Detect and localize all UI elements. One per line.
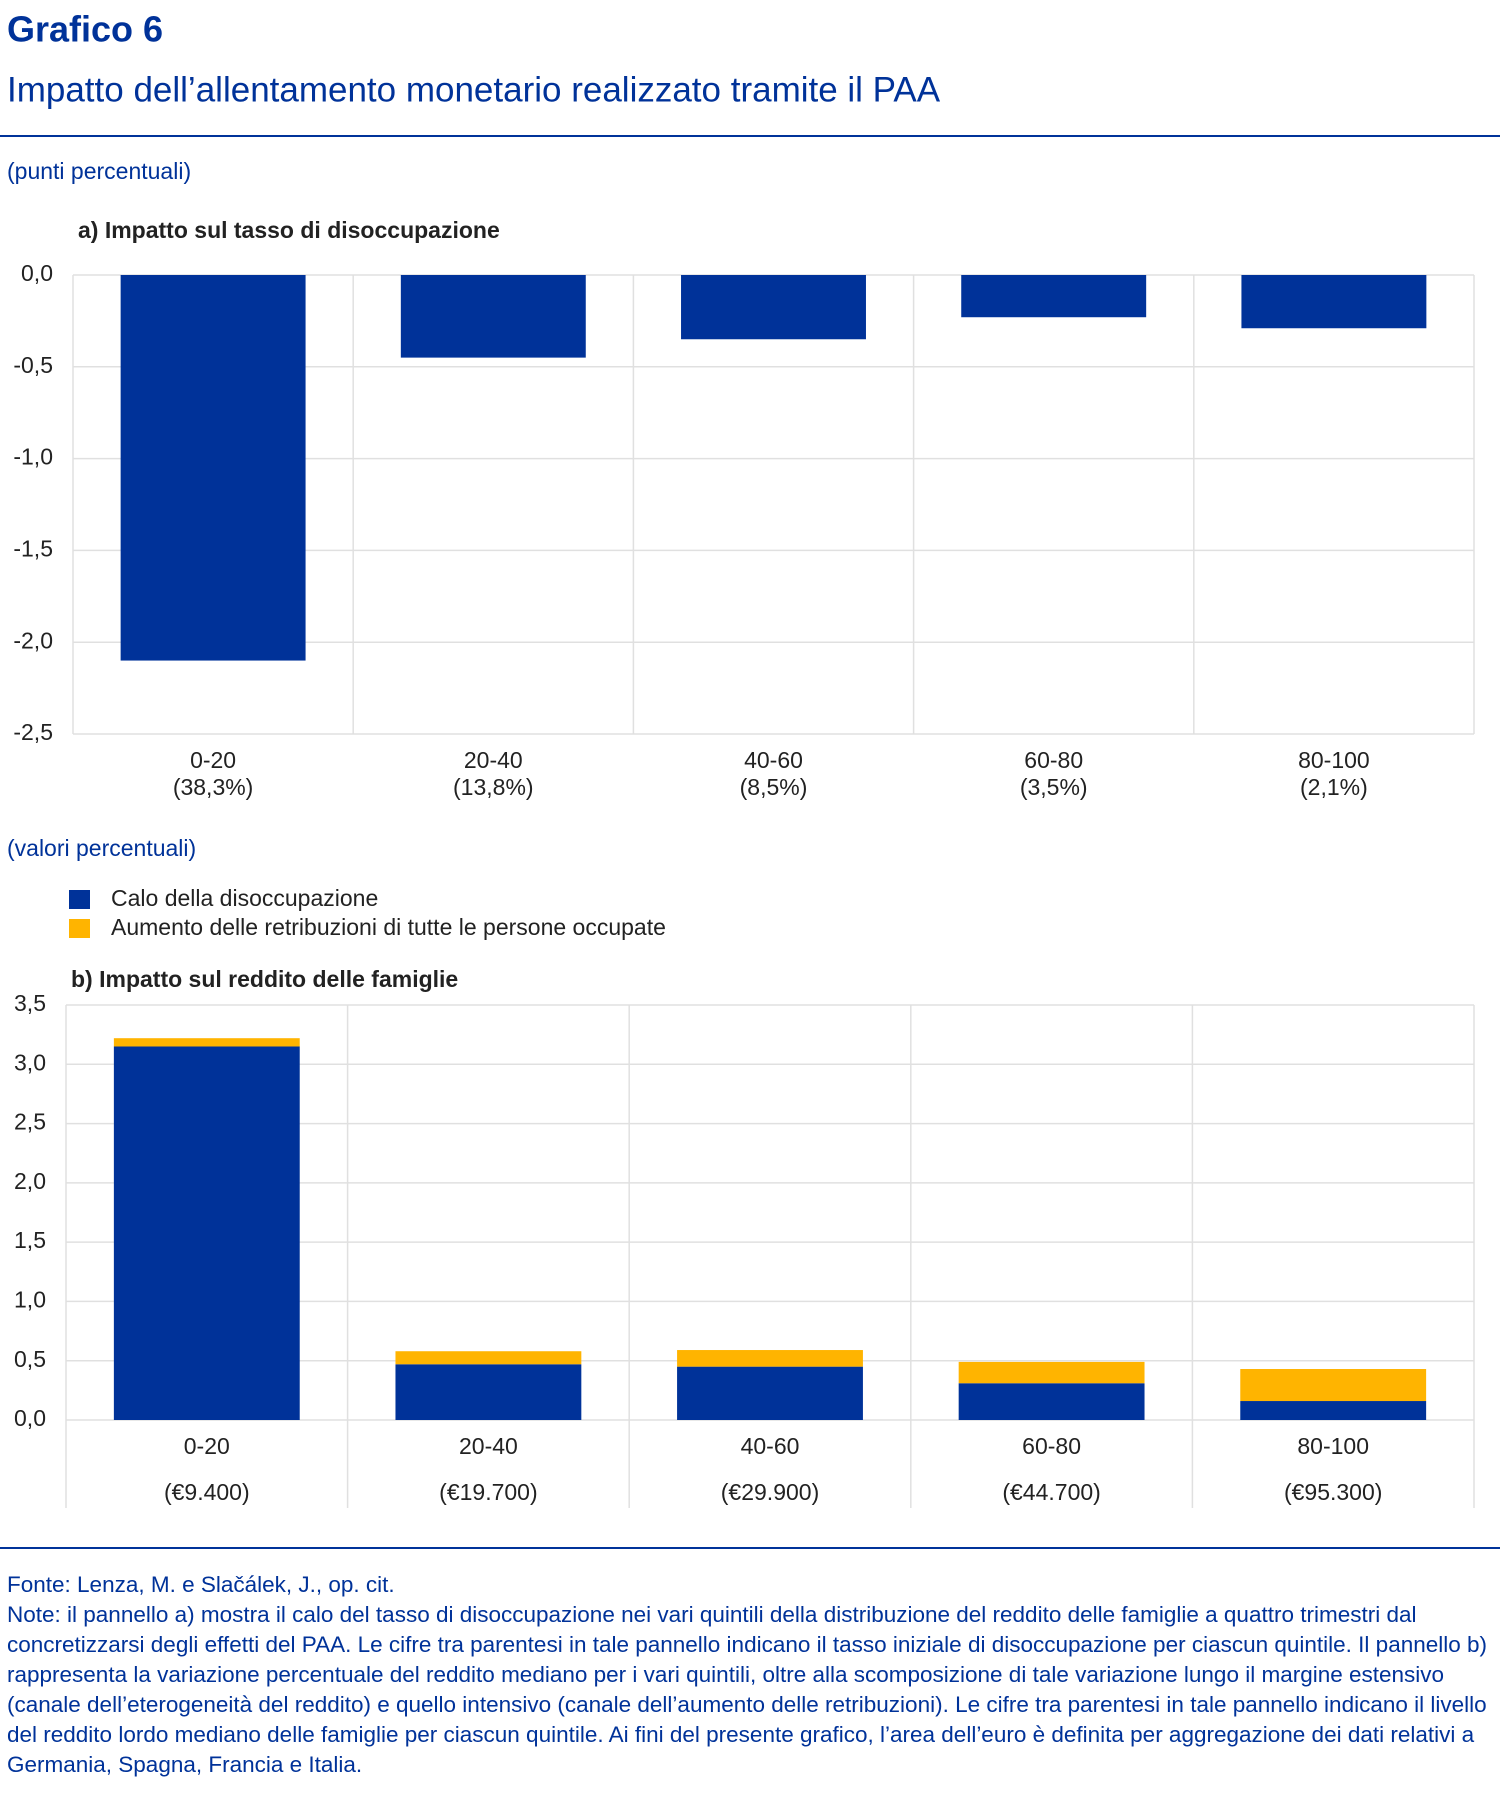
bar-segment <box>113 1038 300 1047</box>
y-tick-label: 0,0 <box>21 260 53 286</box>
y-tick-label: -1,5 <box>13 535 53 561</box>
y-tick-label: -0,5 <box>13 352 53 378</box>
y-tick-label: 0,0 <box>14 1405 46 1431</box>
legend-swatch <box>69 890 90 909</box>
y-tick-label: -1,0 <box>13 444 53 470</box>
y-tick-label: 2,5 <box>14 1109 46 1135</box>
footer: Fonte: Lenza, M. e Slačálek, J., op. cit… <box>7 1570 1502 1780</box>
bar <box>120 275 306 661</box>
x-tick-sublabel: (€29.900) <box>721 1479 819 1505</box>
y-tick-label: 3,5 <box>14 990 46 1016</box>
panel-title: a) Impatto sul tasso di disoccupazione <box>78 217 500 243</box>
x-tick-label: 0-20 <box>184 1433 230 1459</box>
legend-label: Calo della disoccupazione <box>111 885 378 911</box>
x-tick-sublabel: (3,5%) <box>1020 774 1088 800</box>
bar <box>1241 275 1427 329</box>
bar-segment <box>1240 1401 1427 1420</box>
x-tick-sublabel: (€44.700) <box>1002 1479 1100 1505</box>
x-tick-label: 60-80 <box>1022 1433 1081 1459</box>
x-tick-sublabel: (€9.400) <box>164 1479 250 1505</box>
bar-segment <box>395 1364 582 1420</box>
bar-segment <box>958 1383 1145 1420</box>
x-tick-sublabel: (13,8%) <box>453 774 534 800</box>
x-tick-sublabel: (€95.300) <box>1284 1479 1382 1505</box>
bar-segment <box>677 1350 863 1367</box>
bar-segment <box>958 1361 1145 1384</box>
y-tick-label: 2,0 <box>14 1168 46 1194</box>
y-tick-label: 1,5 <box>14 1227 46 1253</box>
bar <box>961 275 1147 318</box>
figure-label: Grafico 6 <box>7 9 163 50</box>
unit-label: (valori percentuali) <box>7 835 196 861</box>
x-tick-label: 80-100 <box>1298 747 1370 773</box>
unit-label: (punti percentuali) <box>7 158 191 184</box>
y-tick-label: -2,0 <box>13 627 53 653</box>
bar-segment <box>677 1366 863 1420</box>
legend-label: Aumento delle retribuzioni di tutte le p… <box>111 914 666 940</box>
x-tick-label: 80-100 <box>1297 1433 1369 1459</box>
x-tick-sublabel: (8,5%) <box>740 774 808 800</box>
y-tick-label: 3,0 <box>14 1049 46 1075</box>
y-tick-label: 0,5 <box>14 1346 46 1372</box>
x-tick-label: 60-80 <box>1024 747 1083 773</box>
x-tick-sublabel: (2,1%) <box>1300 774 1368 800</box>
bar <box>681 275 866 340</box>
x-tick-sublabel: (€19.700) <box>439 1479 537 1505</box>
bar-segment <box>113 1046 300 1420</box>
bar <box>400 275 586 358</box>
chart: Grafico 6 Impatto dell’allentamento mone… <box>0 9 1500 1549</box>
bar-segment <box>395 1351 582 1365</box>
notes: Note: il pannello a) mostra il calo del … <box>7 1602 1488 1777</box>
x-tick-label: 40-60 <box>741 1433 800 1459</box>
source: Fonte: Lenza, M. e Slačálek, J., op. cit… <box>7 1572 395 1597</box>
panel-title: b) Impatto sul reddito delle famiglie <box>71 966 458 992</box>
x-tick-label: 40-60 <box>744 747 803 773</box>
x-tick-label: 20-40 <box>459 1433 518 1459</box>
y-tick-label: 1,0 <box>14 1287 46 1313</box>
x-tick-label: 0-20 <box>190 747 236 773</box>
figure-title: Impatto dell’allentamento monetario real… <box>7 70 941 109</box>
bar-segment <box>1240 1369 1427 1402</box>
x-tick-label: 20-40 <box>464 747 523 773</box>
x-tick-sublabel: (38,3%) <box>173 774 254 800</box>
legend-swatch <box>69 919 90 938</box>
y-tick-label: -2,5 <box>13 719 53 745</box>
